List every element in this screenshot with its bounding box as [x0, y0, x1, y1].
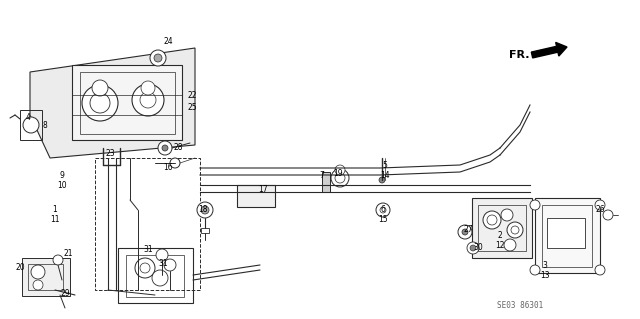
Text: 17: 17: [258, 186, 268, 195]
Bar: [322, 172, 330, 192]
Text: 26: 26: [595, 205, 605, 214]
Circle shape: [197, 202, 213, 218]
Circle shape: [156, 249, 168, 261]
Circle shape: [162, 145, 168, 151]
Polygon shape: [30, 48, 195, 158]
Text: 14: 14: [380, 170, 390, 180]
Text: 6: 6: [381, 205, 385, 214]
Circle shape: [335, 173, 345, 183]
Text: 9: 9: [60, 170, 65, 180]
Text: 19: 19: [333, 169, 343, 179]
Circle shape: [140, 92, 156, 108]
Text: 29: 29: [60, 290, 70, 299]
Bar: [535, 198, 600, 273]
Text: SE03 86301: SE03 86301: [497, 300, 543, 309]
Text: 23: 23: [105, 149, 115, 158]
Circle shape: [33, 280, 43, 290]
Circle shape: [595, 265, 605, 275]
Circle shape: [132, 84, 164, 116]
Text: 15: 15: [378, 216, 388, 225]
Text: 31: 31: [158, 258, 168, 268]
Circle shape: [154, 54, 162, 62]
Text: 27: 27: [463, 226, 473, 234]
Text: 11: 11: [51, 216, 60, 225]
Text: 18: 18: [198, 205, 208, 214]
Circle shape: [530, 200, 540, 210]
Circle shape: [462, 229, 468, 235]
Text: 31: 31: [143, 246, 153, 255]
Text: 5: 5: [383, 160, 387, 169]
Circle shape: [470, 245, 476, 251]
Circle shape: [201, 206, 209, 214]
Circle shape: [380, 207, 386, 213]
Text: 3: 3: [543, 261, 547, 270]
Circle shape: [150, 50, 166, 66]
Bar: [118, 248, 193, 303]
Circle shape: [595, 200, 605, 210]
Text: FR.: FR.: [509, 50, 530, 60]
Bar: [126, 255, 184, 297]
Circle shape: [23, 117, 39, 133]
Text: 22: 22: [188, 91, 196, 100]
Text: 21: 21: [63, 249, 73, 257]
Circle shape: [511, 226, 519, 234]
Bar: [478, 205, 526, 251]
Circle shape: [158, 141, 172, 155]
Circle shape: [376, 203, 390, 217]
Text: 7: 7: [319, 172, 324, 181]
Circle shape: [501, 209, 513, 221]
Text: 12: 12: [495, 241, 505, 249]
Text: 25: 25: [187, 102, 197, 112]
Circle shape: [331, 169, 349, 187]
Bar: [80, 72, 175, 134]
Bar: [201, 228, 209, 233]
Circle shape: [152, 270, 168, 286]
Text: 13: 13: [540, 271, 550, 279]
Circle shape: [467, 242, 479, 254]
Text: 16: 16: [163, 164, 173, 173]
Bar: [28, 264, 63, 290]
Text: 1: 1: [52, 205, 58, 214]
Circle shape: [603, 210, 613, 220]
Bar: [472, 198, 532, 258]
Bar: [22, 258, 70, 296]
Text: 10: 10: [57, 181, 67, 189]
Text: 8: 8: [43, 121, 47, 130]
Circle shape: [530, 265, 540, 275]
Circle shape: [458, 225, 472, 239]
FancyArrow shape: [531, 42, 567, 58]
Bar: [72, 65, 182, 140]
Circle shape: [82, 85, 118, 121]
Text: 30: 30: [473, 243, 483, 253]
Circle shape: [90, 93, 110, 113]
Circle shape: [379, 177, 385, 183]
Text: 28: 28: [173, 144, 183, 152]
Circle shape: [335, 165, 345, 175]
Circle shape: [31, 265, 45, 279]
Circle shape: [504, 239, 516, 251]
Bar: [547, 218, 585, 248]
Circle shape: [53, 255, 63, 265]
Bar: [20, 110, 42, 140]
Text: 24: 24: [163, 38, 173, 47]
Bar: [542, 205, 592, 267]
Circle shape: [170, 158, 180, 168]
Text: 2: 2: [498, 231, 502, 240]
Circle shape: [140, 263, 150, 273]
Circle shape: [487, 215, 497, 225]
Circle shape: [507, 222, 523, 238]
Text: 20: 20: [15, 263, 25, 272]
Text: 4: 4: [26, 114, 31, 122]
Circle shape: [135, 258, 155, 278]
Circle shape: [483, 211, 501, 229]
Bar: [237, 185, 275, 207]
Circle shape: [92, 80, 108, 96]
Circle shape: [141, 81, 155, 95]
